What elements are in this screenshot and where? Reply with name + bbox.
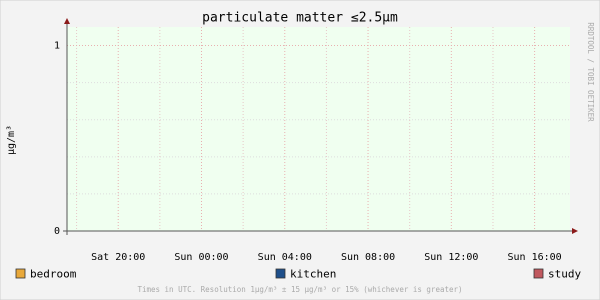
legend-label: kitchen [290,268,336,281]
legend-label: study [548,268,581,281]
legend-swatch [275,268,286,279]
legend-label: bedroom [30,268,77,281]
x-tick-label: Sun 16:00 [508,252,562,263]
x-tick-label: Sun 12:00 [424,252,478,263]
y-tick-label: 1 [54,41,60,52]
y-tick-label: 0 [54,226,60,237]
y-axis-arrow [64,18,70,24]
x-tick-label: Sun 00:00 [174,252,228,263]
footer: Times in UTC. Resolution 1µg/m³ ± 15 µg/… [137,285,462,294]
legend-swatch [15,268,26,279]
x-tick-label: Sun 04:00 [258,252,312,263]
x-tick-label: Sun 08:00 [341,252,395,263]
watermark: RRDTOOL / TOBI OETIKER [586,22,595,122]
chart-title: particulate matter ≤2.5µm [202,11,398,26]
x-tick-label: Sat 20:00 [91,252,145,263]
x-axis-arrow [572,228,578,234]
y-axis-label: µg/m³ [6,125,17,155]
plot-area [67,27,570,231]
legend-swatch [533,268,544,279]
